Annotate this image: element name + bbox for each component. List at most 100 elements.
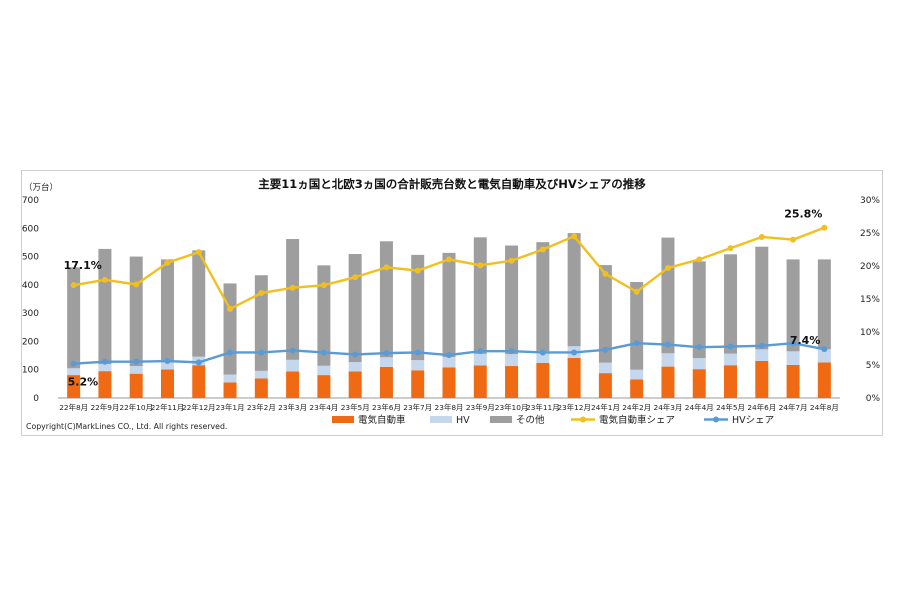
series-point	[664, 341, 671, 348]
x-tick-label: 23年9月	[466, 403, 495, 412]
series-point	[539, 349, 546, 356]
y2-tick-label: 0%	[866, 394, 881, 404]
bar-segment	[536, 351, 550, 363]
x-tick-label: 24年7月	[779, 403, 808, 412]
series-point	[414, 349, 421, 356]
bar-segment	[724, 254, 738, 354]
y2-tick-labels: 0% 5% 10% 15% 20% 25% 30%	[860, 196, 880, 404]
y-tick-label: 200	[22, 337, 39, 347]
bar-segment	[661, 353, 675, 367]
chart-canvas: 主要11ヵ国と北欧3ヵ国の合計販売台数と電気自動車及びHVシェアの推移 （万台）…	[22, 177, 880, 431]
series-point	[539, 246, 546, 253]
y-tick-label: 500	[22, 253, 39, 263]
series-point	[696, 344, 703, 351]
bar-segment	[160, 369, 174, 398]
y-tick-label: 600	[22, 224, 39, 234]
data-label: 25.8%	[784, 208, 822, 221]
bar-segment	[473, 353, 487, 366]
bar-segment	[724, 365, 738, 398]
x-tick-label: 22年10月	[119, 403, 153, 412]
series-point	[133, 281, 140, 288]
legend-label: その他	[516, 414, 545, 426]
bar-segment	[129, 256, 143, 367]
bar-segment	[160, 259, 174, 362]
legend-swatch	[430, 416, 452, 423]
legend-label: 電気自動車	[358, 414, 406, 426]
y2-tick-label: 5%	[866, 361, 881, 371]
bar-segment	[755, 349, 769, 361]
series-point	[571, 233, 578, 240]
series-point	[383, 350, 390, 357]
y2-tick-label: 20%	[860, 262, 880, 272]
chart-frame: 主要11ヵ国と北欧3ヵ国の合計販売台数と電気自動車及びHVシェアの推移 （万台）…	[21, 170, 883, 436]
series-point	[633, 340, 640, 347]
x-tick-label: 23年6月	[372, 403, 401, 412]
series-point	[195, 249, 202, 256]
x-tick-label: 24年1月	[591, 403, 620, 412]
bar-segment	[630, 369, 644, 380]
series-point	[758, 233, 765, 240]
y-tick-label: 0	[33, 394, 39, 404]
y-tick-label: 300	[22, 309, 39, 319]
series-point	[508, 348, 515, 355]
bar-segment	[692, 358, 706, 370]
series-point	[821, 224, 828, 231]
series-point	[352, 274, 359, 281]
bar-segment	[724, 353, 738, 366]
bar-segment	[786, 259, 800, 352]
series-point	[320, 349, 327, 356]
bar-segment	[317, 375, 331, 398]
x-tick-label: 24年3月	[654, 403, 683, 412]
bar-segment	[348, 371, 362, 398]
bar-segment	[67, 375, 81, 398]
x-tick-label: 24年6月	[747, 403, 776, 412]
series-point	[477, 262, 484, 269]
series-point	[164, 259, 171, 266]
legend-swatch	[332, 416, 354, 423]
y2-tick-label: 15%	[860, 295, 880, 305]
bar-segment	[598, 362, 612, 374]
legend-label: HVシェア	[732, 415, 774, 426]
series-point	[101, 358, 108, 365]
y-tick-label: 400	[22, 281, 39, 291]
bar-segment	[286, 239, 300, 360]
x-tick-label: 24年8月	[810, 403, 839, 412]
legend-marker	[580, 416, 586, 423]
data-label: 5.2%	[68, 376, 99, 389]
copyright-text: Copyright(C)MarkLines CO., Ltd. All righ…	[26, 422, 227, 431]
x-tick-label: 23年4月	[309, 403, 338, 412]
x-tick-label: 22年11月	[151, 403, 185, 412]
series-point	[477, 348, 484, 355]
bar-segment	[98, 371, 112, 398]
series-point	[696, 256, 703, 263]
series-point	[227, 349, 234, 356]
bar-segment	[192, 365, 206, 398]
x-tick-label: 23年1月	[216, 403, 245, 412]
data-label: 7.4%	[790, 334, 821, 347]
series-point	[790, 236, 797, 243]
y-tick-label: 100	[22, 366, 39, 376]
x-tick-label: 23年10月	[495, 403, 529, 412]
x-tick-label: 23年5月	[341, 403, 370, 412]
y2-tick-label: 30%	[860, 196, 880, 206]
bar-segment	[317, 365, 331, 376]
series-point	[414, 267, 421, 274]
x-tick-label: 22年12月	[182, 403, 216, 412]
legend-swatch	[490, 416, 512, 423]
bar-segment	[661, 366, 675, 398]
bar-segment	[817, 349, 831, 363]
y-axis-unit: （万台）	[24, 182, 58, 193]
series-point	[758, 342, 765, 349]
bar-segment	[786, 364, 800, 398]
series-point	[258, 290, 265, 297]
bar-segment	[411, 370, 425, 398]
bar-segment	[254, 370, 268, 379]
legend-label: 電気自動車シェア	[599, 414, 675, 426]
bar-segment	[223, 283, 237, 375]
bar-segment	[536, 242, 550, 352]
series-point	[70, 360, 77, 367]
bar-segment	[254, 275, 268, 371]
legend-marker	[713, 416, 719, 423]
x-tick-label: 23年12月	[557, 403, 591, 412]
series-point	[289, 284, 296, 291]
